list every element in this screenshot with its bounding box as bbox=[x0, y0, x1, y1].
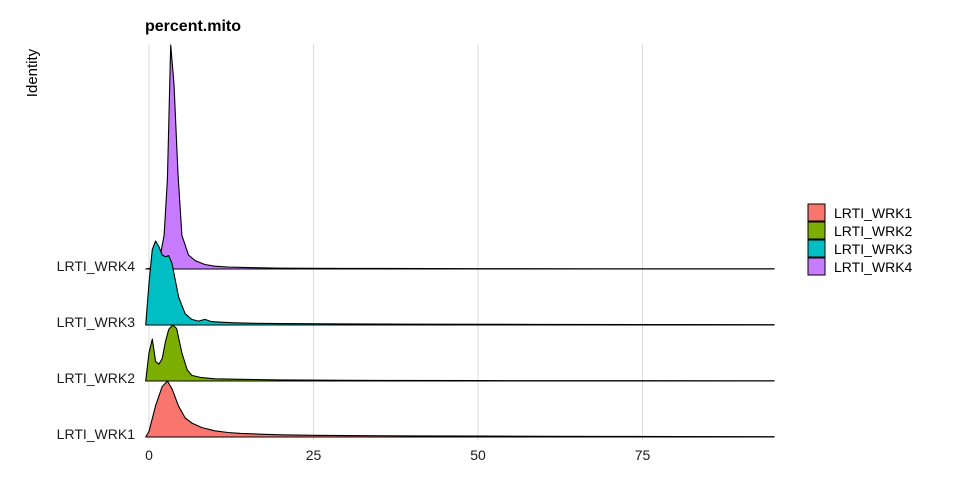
y-axis-label: Identity bbox=[24, 48, 41, 97]
y-tick-label: LRTI_WRK4 bbox=[57, 258, 136, 274]
y-tick-label: LRTI_WRK2 bbox=[57, 370, 136, 386]
legend-swatch bbox=[807, 239, 826, 258]
density-ridges bbox=[145, 44, 775, 438]
ridge-lrti-wrk1 bbox=[145, 380, 775, 438]
legend-swatch bbox=[807, 257, 826, 276]
legend-label: LRTI_WRK4 bbox=[834, 259, 913, 275]
y-tick-labels: LRTI_WRK1 LRTI_WRK2 LRTI_WRK3 LRTI_WRK4 bbox=[57, 258, 136, 442]
ridge-lrti-wrk4 bbox=[145, 44, 775, 270]
x-tick-labels: 0 25 50 75 bbox=[145, 447, 650, 463]
x-tick-label: 75 bbox=[635, 447, 651, 463]
legend-label: LRTI_WRK3 bbox=[834, 241, 913, 257]
legend: LRTI_WRK1 LRTI_WRK2 LRTI_WRK3 LRTI_WRK4 bbox=[807, 203, 913, 276]
y-tick-label: LRTI_WRK3 bbox=[57, 314, 136, 330]
legend-swatch bbox=[807, 203, 826, 222]
chart-title: percent.mito bbox=[145, 18, 241, 35]
legend-label: LRTI_WRK2 bbox=[834, 223, 913, 239]
y-tick-label: LRTI_WRK1 bbox=[57, 426, 136, 442]
legend-label: LRTI_WRK1 bbox=[834, 205, 913, 221]
x-tick-label: 0 bbox=[145, 447, 153, 463]
x-tick-label: 25 bbox=[306, 447, 322, 463]
ridge-lrti-wrk2 bbox=[145, 324, 775, 382]
legend-swatch bbox=[807, 221, 826, 240]
x-tick-label: 50 bbox=[470, 447, 486, 463]
ridge-lrti-wrk3 bbox=[145, 240, 775, 326]
